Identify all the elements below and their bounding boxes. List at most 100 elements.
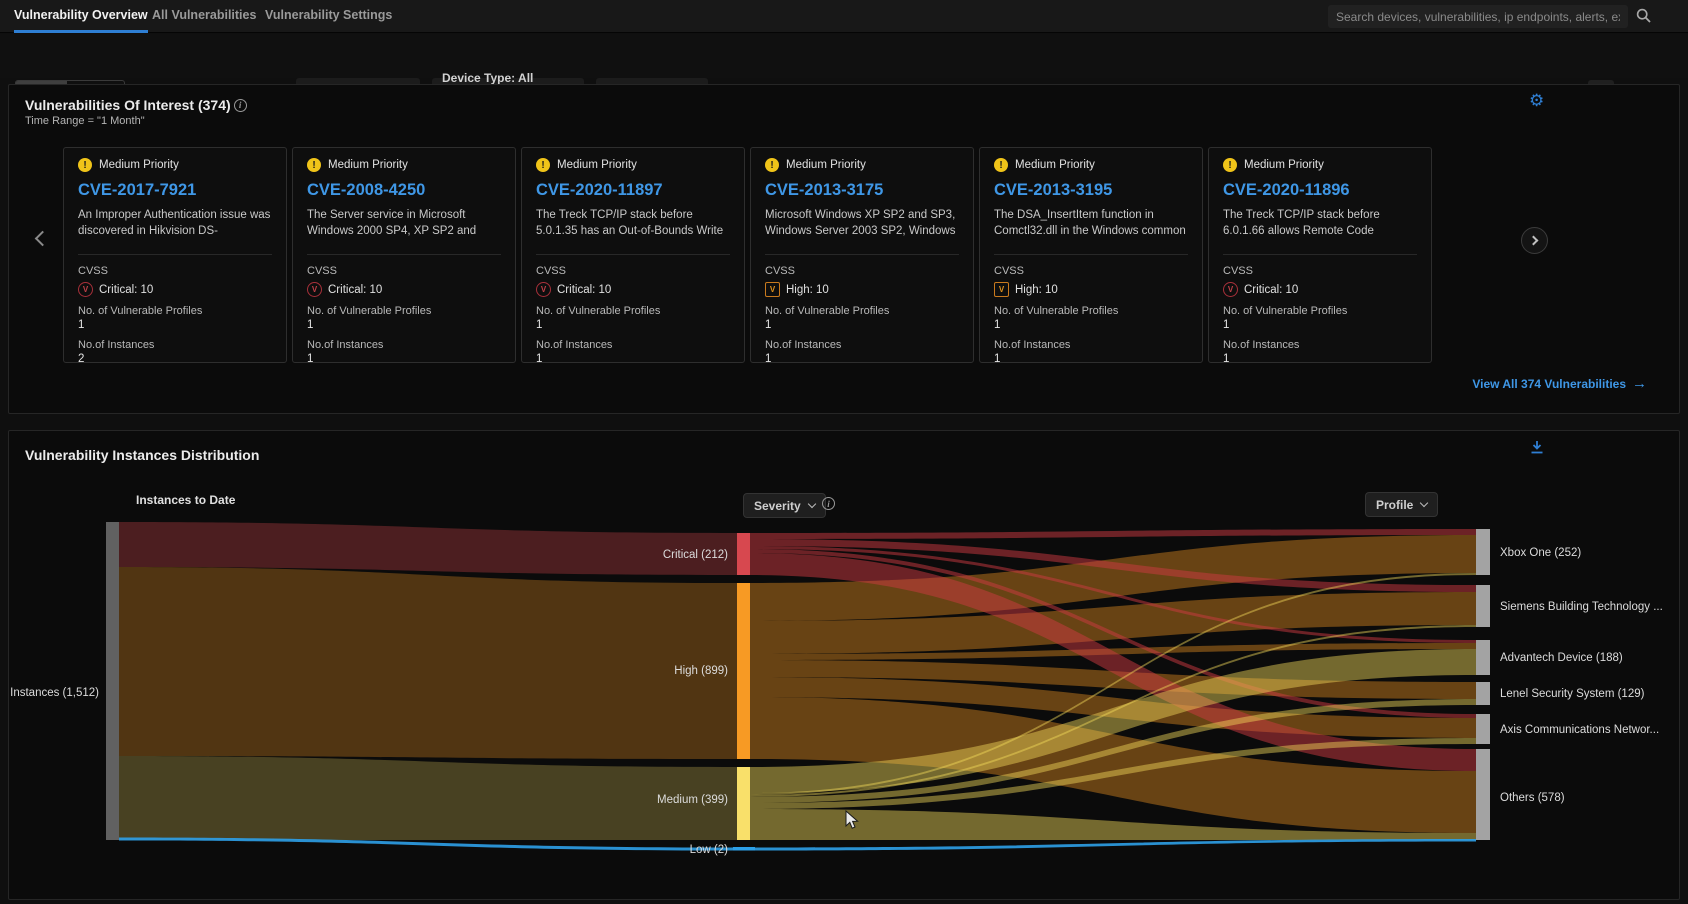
search-input[interactable] — [1328, 5, 1628, 28]
sankey-label-critical: Critical (212) — [663, 549, 728, 561]
sankey-label-others: Others (578) — [1500, 792, 1565, 804]
instances-value: 1 — [307, 353, 314, 365]
cve-link[interactable]: CVE-2020-11897 — [536, 181, 663, 199]
priority-label: Medium Priority — [328, 159, 408, 171]
arrow-right-icon: → — [1632, 375, 1647, 392]
profiles-label: No. of Vulnerable Profiles — [765, 305, 890, 317]
sankey-node-high[interactable] — [737, 583, 750, 759]
cvss-label: CVSS — [1223, 254, 1417, 277]
global-search[interactable] — [1328, 5, 1628, 28]
sankey-label-siemens: Siemens Building Technology ... — [1500, 601, 1663, 613]
sankey-node-medium[interactable] — [737, 767, 750, 840]
severity-high-icon: V — [994, 282, 1009, 297]
sankey-links-source — [119, 522, 737, 851]
info-icon[interactable]: i — [233, 98, 247, 112]
sankey-node-siemens[interactable] — [1476, 585, 1490, 627]
sankey-node-others[interactable] — [1476, 749, 1490, 840]
priority-icon: ! — [536, 158, 550, 172]
priority-icon: ! — [78, 158, 92, 172]
severity-dropdown-label: Severity — [754, 498, 801, 513]
sankey-node-low[interactable] — [733, 847, 755, 851]
sankey-node-instances[interactable] — [106, 522, 119, 840]
profiles-label: No. of Vulnerable Profiles — [307, 305, 432, 317]
tab-vulnerability-settings[interactable]: Vulnerability Settings — [265, 8, 393, 22]
profiles-label: No. of Vulnerable Profiles — [994, 305, 1119, 317]
cve-card[interactable]: ! Medium Priority CVE-2017-7921 An Improp… — [63, 147, 287, 365]
severity-high-icon: V — [765, 282, 780, 297]
severity-value: Critical: 10 — [99, 283, 154, 296]
sankey-label-advantech: Advantech Device (188) — [1500, 652, 1623, 664]
severity-value: Critical: 10 — [557, 283, 612, 296]
priority-icon: ! — [994, 158, 1008, 172]
cve-link[interactable]: CVE-2008-4250 — [307, 181, 426, 199]
sankey-label-medium: Medium (399) — [657, 794, 728, 806]
sankey-label-low: Low (2) — [690, 844, 729, 856]
cve-link[interactable]: CVE-2017-7921 — [78, 181, 197, 199]
instances-value: 1 — [765, 353, 772, 365]
instances-label: No.of Instances — [536, 339, 613, 351]
tab-all-vulnerabilities[interactable]: All Vulnerabilities — [152, 8, 257, 22]
cvss-label: CVSS — [307, 254, 501, 277]
instances-value: 1 — [536, 353, 543, 365]
view-all-vulnerabilities-link[interactable]: View All 374 Vulnerabilities → — [1472, 375, 1647, 392]
instances-label: No.of Instances — [78, 339, 155, 351]
dist-title: Vulnerability Instances Distribution — [25, 447, 260, 463]
severity-critical-icon: V — [78, 282, 93, 297]
sankey-label-high: High (899) — [674, 665, 728, 677]
cvss-label: CVSS — [994, 254, 1188, 277]
voi-title: Vulnerabilities Of Interest (374) — [25, 97, 231, 113]
cve-card[interactable]: ! Medium Priority CVE-2020-11896 The Trec… — [1208, 147, 1432, 365]
sankey-node-lenel[interactable] — [1476, 682, 1490, 705]
profiles-label: No. of Vulnerable Profiles — [1223, 305, 1348, 317]
instances-label: No.of Instances — [307, 339, 384, 351]
cve-link[interactable]: CVE-2013-3195 — [994, 181, 1113, 199]
priority-label: Medium Priority — [557, 159, 637, 171]
sankey-node-xbox-one[interactable] — [1476, 529, 1490, 575]
instances-value: 2 — [78, 353, 85, 365]
carousel-right-button[interactable] — [1521, 227, 1548, 254]
cve-description: The Treck TCP/IP stack before 5.0.1.35 h… — [536, 209, 724, 237]
gear-icon[interactable]: ⚙ — [1529, 91, 1545, 110]
cve-card[interactable]: ! Medium Priority CVE-2020-11897 The Trec… — [521, 147, 745, 365]
severity-value: Critical: 10 — [328, 283, 383, 296]
tab-vulnerability-overview[interactable]: Vulnerability Overview — [14, 0, 148, 33]
severity-value: High: 10 — [1015, 283, 1058, 296]
voi-time-range: Time Range = "1 Month" — [25, 115, 145, 127]
sankey-node-advantech[interactable] — [1476, 640, 1490, 675]
instances-label: No.of Instances — [994, 339, 1071, 351]
profiles-value: 1 — [994, 319, 1001, 331]
filter-bar: Filter Query Domain: Vulnerability Overv… — [0, 34, 1688, 111]
profiles-value: 1 — [78, 319, 85, 331]
profile-dropdown-label: Profile — [1376, 497, 1414, 512]
chevron-right-icon — [1528, 235, 1538, 246]
priority-label: Medium Priority — [1015, 159, 1095, 171]
instances-value: 1 — [994, 353, 1001, 365]
cve-card[interactable]: ! Medium Priority CVE-2013-3175 Microsoft… — [750, 147, 974, 365]
download-icon[interactable] — [1529, 439, 1545, 460]
carousel-left-chevron-icon[interactable] — [34, 230, 51, 247]
search-icon[interactable] — [1636, 8, 1651, 23]
cve-link[interactable]: CVE-2013-3175 — [765, 181, 884, 199]
severity-value: Critical: 10 — [1244, 283, 1299, 296]
instances-to-date-label: Instances to Date — [136, 493, 236, 507]
profiles-value: 1 — [536, 319, 543, 331]
profiles-label: No. of Vulnerable Profiles — [536, 305, 661, 317]
info-icon[interactable]: i — [822, 497, 835, 510]
profiles-value: 1 — [1223, 319, 1230, 331]
cve-card[interactable]: ! Medium Priority CVE-2013-3195 The DSA_I… — [979, 147, 1203, 365]
cve-description: The Server service in Microsoft Windows … — [307, 209, 477, 237]
sankey-node-axis[interactable] — [1476, 714, 1490, 744]
cve-card[interactable]: ! Medium Priority CVE-2008-4250 The Serve… — [292, 147, 516, 365]
cve-link[interactable]: CVE-2020-11896 — [1223, 181, 1350, 199]
sankey-label-axis: Axis Communications Networ... — [1500, 724, 1659, 736]
profiles-value: 1 — [307, 319, 314, 331]
profile-dropdown[interactable]: Profile — [1365, 492, 1439, 517]
top-nav: Vulnerability Overview All Vulnerabiliti… — [0, 0, 1688, 33]
sankey-node-critical[interactable] — [737, 533, 750, 575]
view-all-label: View All 374 Vulnerabilities — [1472, 376, 1626, 391]
priority-icon: ! — [1223, 158, 1237, 172]
cve-description: Microsoft Windows XP SP2 and SP3, Window… — [765, 209, 956, 237]
sankey-label-instances: Instances (1,512) — [10, 687, 99, 699]
priority-label: Medium Priority — [99, 159, 179, 171]
severity-dropdown[interactable]: Severity — [743, 493, 826, 518]
